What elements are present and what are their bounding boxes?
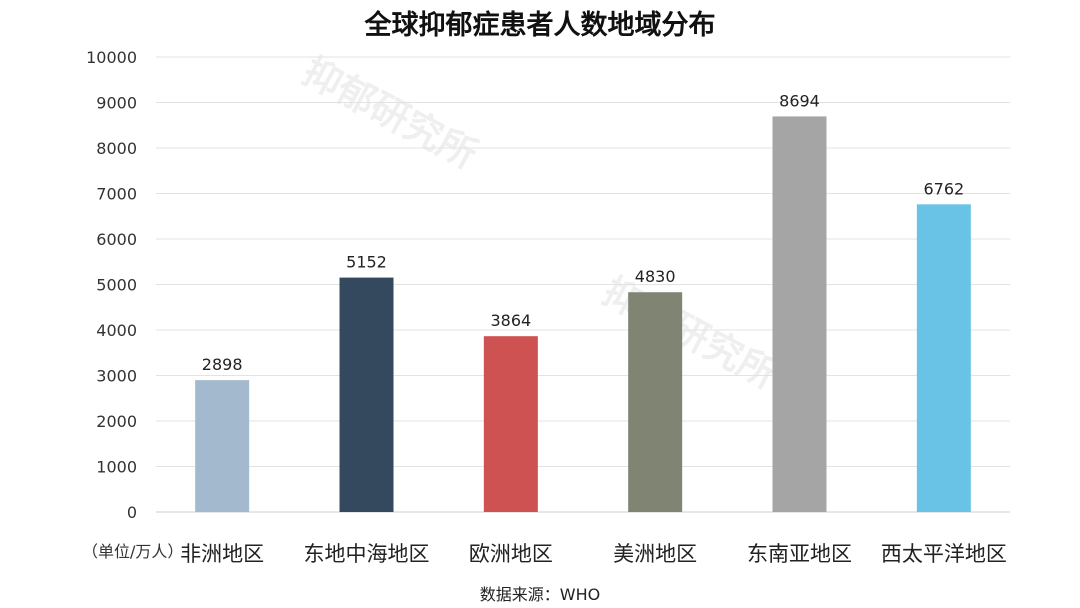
data-label: 8694 [779,91,820,110]
y-tick-label: 5000 [96,276,137,295]
data-label: 4830 [635,267,676,286]
y-tick-label: 1000 [96,458,137,477]
x-axis: 非洲地区 东地中海地区 欧洲地区 美洲地区 东南亚地区 西太平洋地区 [180,542,1007,566]
watermark-text: 抑郁研究所 [596,269,784,397]
y-tick-label: 6000 [96,230,137,249]
y-tick-label: 0 [127,503,137,522]
data-label: 2898 [202,355,243,374]
data-label: 3864 [490,311,531,330]
y-tick-label: 3000 [96,367,137,386]
bar [628,292,683,512]
data-source: 数据来源：WHO [480,585,600,604]
x-category-label: 美洲地区 [613,542,697,566]
x-category-label: 西太平洋地区 [881,542,1007,566]
y-tick-label: 8000 [96,139,137,158]
y-axis: 0 1000 2000 3000 4000 5000 6000 7000 8000 9000 100… [86,48,137,522]
y-tick-label: 7000 [96,185,137,204]
data-label: 6762 [923,179,964,198]
y-tick-label: 2000 [96,412,137,431]
x-category-label: 非洲地区 [180,542,264,566]
chart-title: 全球抑郁症患者人数地域分布 [364,9,716,41]
x-category-label: 欧洲地区 [469,542,553,566]
bar [916,204,971,513]
bar [483,336,538,512]
data-label: 5152 [346,253,387,272]
x-category-label: 东南亚地区 [747,542,852,566]
gridlines [156,56,1010,513]
bars: 2898 5152 3864 4830 8694 6762 [195,91,971,513]
unit-label: （单位/万人） [82,542,183,561]
y-tick-label: 4000 [96,321,137,340]
bar [339,277,394,512]
y-tick-label: 9000 [96,94,137,113]
watermark-text: 抑郁研究所 [296,49,484,177]
y-tick-label: 10000 [86,48,137,67]
x-category-label: 东地中海地区 [304,542,430,566]
bar [772,116,827,512]
bar [195,380,250,512]
